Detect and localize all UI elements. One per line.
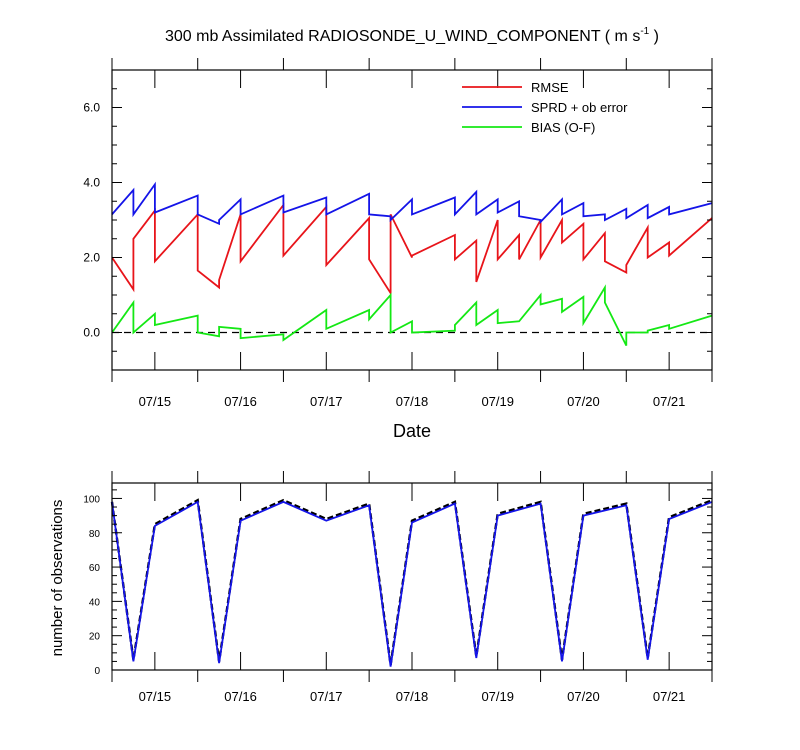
bottom-plot-frame — [111, 482, 713, 671]
x-tick-label: 07/19 — [481, 689, 514, 704]
y-axis-label-observations: number of observations — [49, 500, 66, 657]
x-tick-label: 07/17 — [310, 689, 343, 704]
y-tick-label: 80 — [89, 529, 101, 540]
series-line-assimilated — [111, 500, 713, 667]
x-tick-label: 07/19 — [481, 394, 514, 409]
legend-label: BIAS (O-F) — [531, 120, 595, 135]
y-tick-label: 60 — [89, 563, 101, 574]
x-tick-label: 07/20 — [567, 689, 600, 704]
x-tick-label: 07/16 — [224, 689, 257, 704]
x-tick-label: 07/15 — [139, 689, 172, 704]
x-tick-label: 07/18 — [396, 689, 429, 704]
y-tick-label: 20 — [89, 632, 101, 643]
x-axis-label: Date — [393, 421, 431, 441]
x-tick-label: 07/17 — [310, 394, 343, 409]
legend-label: SPRD + ob error — [531, 100, 628, 115]
y-tick-label: 0.0 — [83, 326, 100, 340]
bottom-panel: 0 20 40 60 80 100 07/15 07/16 07/17 07/18 07/19 07/… — [49, 471, 713, 704]
x-tick-label: 07/18 — [396, 394, 429, 409]
series-line-rmse — [111, 202, 713, 297]
x-tick-label: 07/20 — [567, 394, 600, 409]
y-tick-label: 2.0 — [83, 251, 100, 265]
y-tick-label: 0 — [94, 666, 100, 677]
legend-label: RMSE — [531, 80, 569, 95]
x-tick-label: 07/21 — [653, 689, 686, 704]
top-panel: 0.0 2.0 4.0 6.0 07/15 07/16 07/17 07/18 07/19 07/… — [83, 58, 713, 441]
x-tick-label: 07/21 — [653, 394, 686, 409]
y-tick-label: 4.0 — [83, 176, 100, 190]
chart-title: 300 mb Assimilated RADIOSONDE_U_WIND_COM… — [165, 26, 659, 45]
x-tick-label: 07/16 — [224, 394, 257, 409]
series-line-bias-o-f- — [111, 284, 713, 347]
legend: RMSE SPRD + ob error BIAS (O-F) — [462, 80, 628, 135]
y-tick-label: 6.0 — [83, 101, 100, 115]
y-tick-label: 40 — [89, 597, 101, 608]
y-tick-label: 100 — [83, 494, 100, 505]
series-line-sprd-ob-error — [111, 181, 713, 226]
x-tick-label: 07/15 — [139, 394, 172, 409]
